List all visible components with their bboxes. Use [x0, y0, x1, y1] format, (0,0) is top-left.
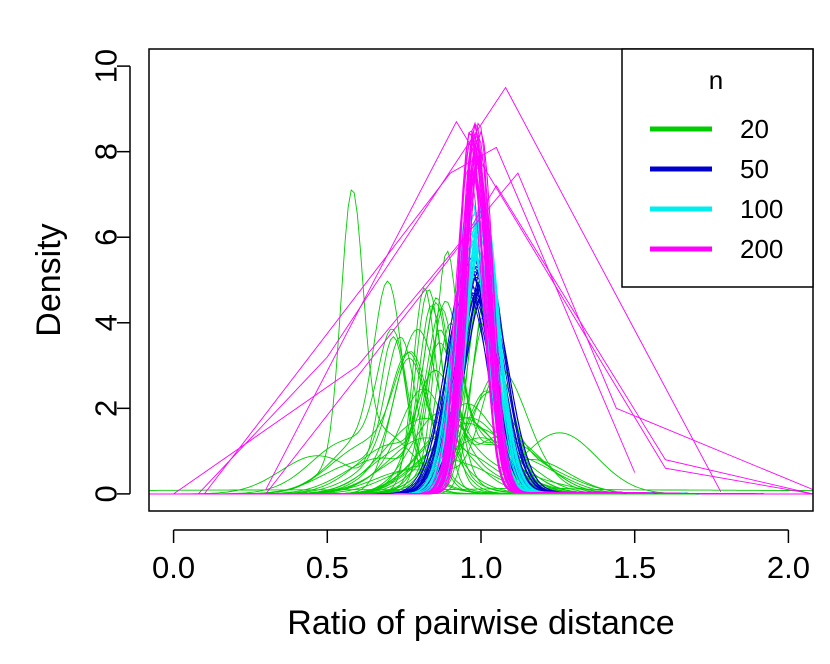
- y-tick-label: 0: [89, 485, 124, 502]
- density-curve: [149, 371, 813, 495]
- density-curves: [149, 121, 813, 495]
- density-curve: [149, 307, 813, 495]
- x-tick-label: 2.0: [767, 550, 810, 585]
- outlier-curve: [265, 120, 813, 495]
- x-tick-label: 1.0: [459, 550, 502, 585]
- y-tick-label: 8: [89, 143, 124, 160]
- y-tick-label: 4: [89, 314, 124, 331]
- density-curve: [149, 487, 813, 492]
- outlier-curve: [265, 185, 813, 495]
- legend: n 20 50 100 200: [621, 48, 814, 288]
- density-curve: [149, 351, 813, 495]
- outlier-curve: [197, 86, 722, 495]
- y-axis-title: Density: [30, 223, 68, 336]
- density-curve: [149, 336, 813, 495]
- density-curve: [149, 412, 813, 495]
- density-curve: [149, 305, 813, 495]
- legend-label: 50: [740, 154, 769, 184]
- x-tick-label: 0.5: [306, 550, 349, 585]
- legend-label: 200: [740, 234, 783, 264]
- x-tick-label: 0.0: [152, 550, 195, 585]
- x-axis: 0.0 0.5 1.0 1.5 2.0: [152, 529, 810, 585]
- density-curve: [149, 166, 813, 495]
- density-curve: [149, 291, 813, 495]
- legend-title: n: [709, 65, 723, 95]
- x-axis-title: Ratio of pairwise distance: [287, 604, 674, 642]
- density-curve: [149, 351, 813, 495]
- series-200: [149, 121, 813, 495]
- y-tick-label: 2: [89, 400, 124, 417]
- y-tick-label: 6: [89, 229, 124, 246]
- y-tick-label: 10: [89, 49, 124, 83]
- outlier-curve: [203, 146, 636, 495]
- density-curve: [149, 357, 813, 495]
- outlier-curve: [173, 172, 813, 495]
- x-tick-label: 1.5: [613, 550, 656, 585]
- legend-label: 100: [740, 194, 783, 224]
- legend-label: 20: [740, 114, 769, 144]
- density-curve: [149, 286, 813, 495]
- outlier-curves: [173, 86, 813, 495]
- y-axis: 0 2 4 6 8 10: [89, 49, 131, 503]
